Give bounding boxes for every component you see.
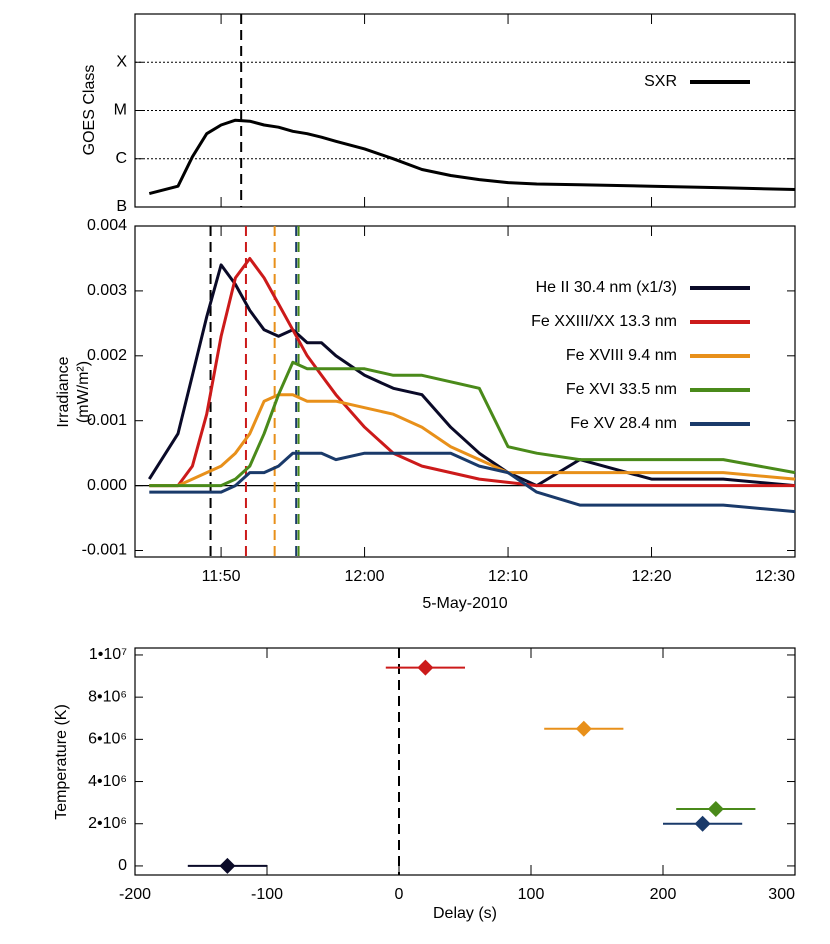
x-tick-label: 12:20 <box>631 568 671 585</box>
x-tick-label: 0 <box>395 886 404 903</box>
series-line <box>149 451 796 514</box>
y-tick-label: -0.001 <box>82 542 127 559</box>
legend-label: He II 30.4 nm (x1/3) <box>536 279 677 296</box>
x-tick-label: 11:50 <box>202 568 241 585</box>
series-line <box>149 257 795 488</box>
series-line <box>148 118 796 196</box>
legend-label: Fe XXIII/XX 13.3 nm <box>531 313 677 330</box>
x-tick-label: 100 <box>518 886 545 903</box>
x-tick-label: -100 <box>251 886 283 903</box>
x-tick-label: -200 <box>119 886 151 903</box>
y-tick-label: 0.003 <box>87 282 127 299</box>
y-axis-label: (mW/m²) <box>75 361 92 423</box>
y-tick-label: 0.002 <box>87 347 127 364</box>
y-tick-label: 0.001 <box>87 412 127 429</box>
y-tick-label: 6•10⁶ <box>88 731 127 748</box>
y-tick-label: M <box>114 102 127 119</box>
series-line <box>148 263 796 488</box>
y-tick-label: C <box>115 150 127 167</box>
x-tick-label: 12:00 <box>345 568 385 585</box>
x-tick-label: 300 <box>768 886 795 903</box>
legend-label: Fe XVI 33.5 nm <box>566 381 677 398</box>
y-tick-label: 8•10⁶ <box>88 688 127 705</box>
y-tick-label: 2•10⁶ <box>88 815 127 832</box>
x-axis-label: 5-May-2010 <box>422 595 507 612</box>
x-axis-label: Delay (s) <box>433 905 497 922</box>
x-tick-label: 12:10 <box>488 568 528 585</box>
y-axis-label: Irradiance <box>55 356 72 427</box>
y-tick-label: 0 <box>118 857 127 874</box>
y-tick-label: 1•10⁷ <box>89 646 127 663</box>
series-line <box>149 360 796 488</box>
point <box>707 800 724 817</box>
y-tick-label: 0.004 <box>87 217 127 234</box>
legend-label: Fe XVIII 9.4 nm <box>566 347 677 364</box>
series-line <box>149 393 796 488</box>
legend-label: SXR <box>644 73 677 90</box>
y-tick-label: 0.000 <box>87 477 127 494</box>
y-tick-label: B <box>116 198 127 215</box>
x-tick-label: 200 <box>650 886 677 903</box>
point <box>219 857 236 874</box>
y-axis-label: Temperature (K) <box>53 704 70 820</box>
x-tick-label: 12:30 <box>755 568 795 585</box>
point <box>417 659 434 676</box>
y-axis-label: GOES Class <box>81 65 98 156</box>
legend-label: Fe XV 28.4 nm <box>570 415 677 432</box>
point <box>575 720 592 737</box>
point <box>694 815 711 832</box>
plot-frame <box>134 225 796 558</box>
y-tick-label: X <box>116 53 127 70</box>
plot-frame <box>134 647 796 876</box>
y-tick-label: 4•10⁶ <box>88 773 127 790</box>
